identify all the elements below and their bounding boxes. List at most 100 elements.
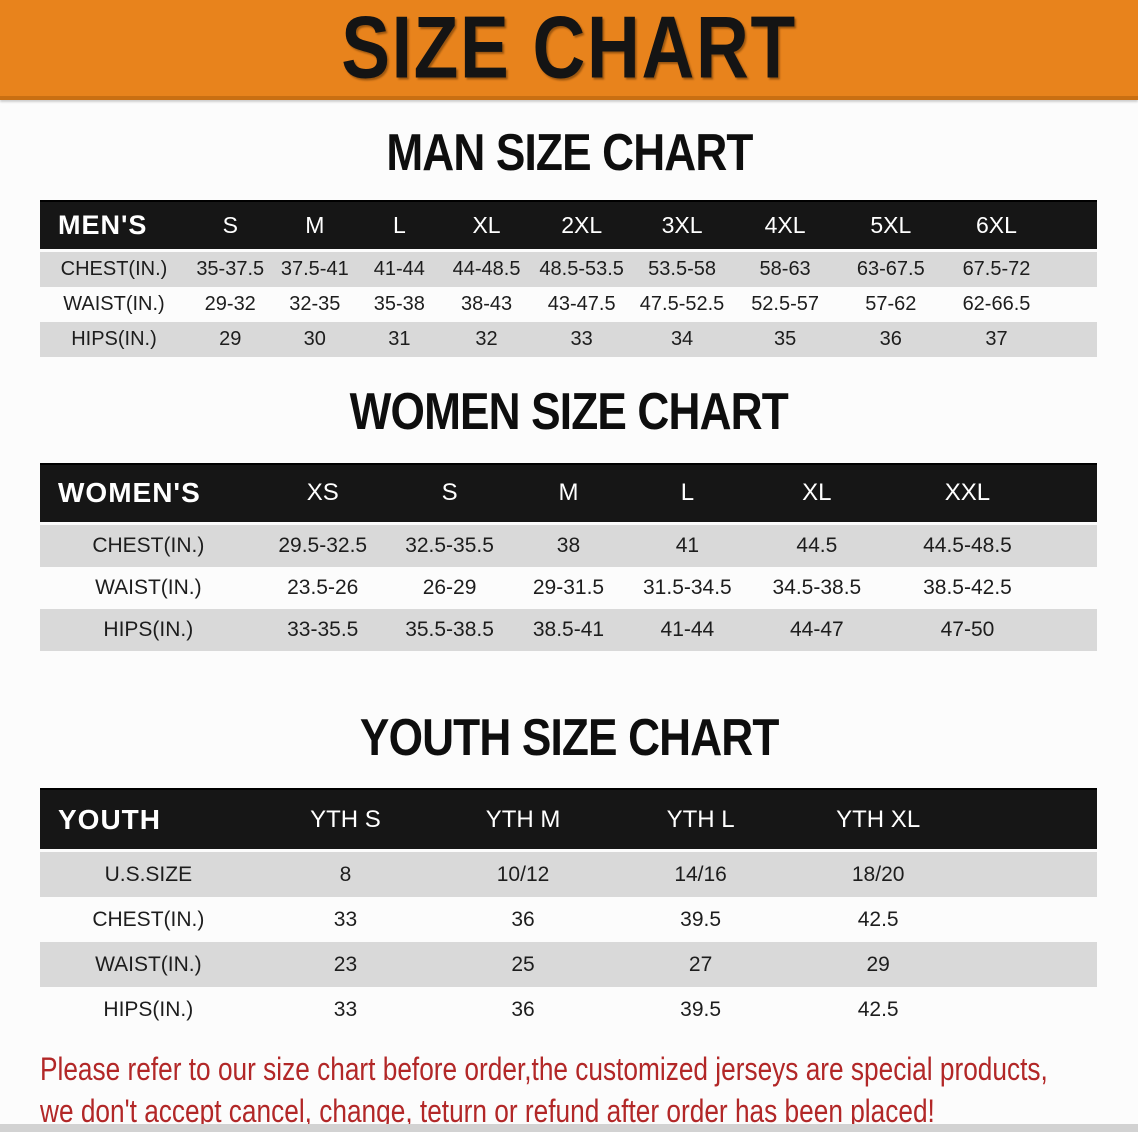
men-size-header: 6XL: [943, 199, 1050, 252]
women-size-header: XL: [748, 462, 886, 525]
youth-row-label: U.S.SIZE: [40, 852, 257, 898]
youth-value-cell: 23: [256, 942, 435, 988]
youth-value-cell: 39.5: [611, 987, 790, 1033]
youth-value-cell: 8: [256, 852, 435, 898]
men-value-cell: 31: [357, 321, 442, 357]
men-size-header: 2XL: [531, 199, 632, 252]
men-section-heading: MAN SIZE CHART: [0, 124, 1138, 184]
women-row-label: HIPS(IN.): [40, 608, 257, 651]
youth-row-label: WAIST(IN.): [40, 942, 257, 988]
men-value-cell: 29-32: [187, 286, 273, 322]
filler-cell: [966, 852, 1097, 898]
youth-value-cell: 33: [256, 897, 435, 943]
men-table-row: WAIST(IN.) 29-32 32-35 35-38 38-43 43-47.5 47.…: [40, 286, 1097, 322]
men-value-cell: 67.5-72: [943, 251, 1050, 287]
youth-table-row: HIPS(IN.) 33 36 39.5 42.5: [40, 987, 1097, 1033]
women-value-cell: 32.5-35.5: [388, 524, 511, 567]
disclaimer-line-2: we don't accept cancel, change, teturn o…: [40, 1093, 935, 1130]
youth-size-header: YTH S: [256, 788, 435, 853]
women-value-cell: 31.5-34.5: [626, 566, 749, 609]
disclaimer-line-1: Please refer to our size chart before or…: [40, 1051, 1048, 1088]
men-size-header: S: [187, 199, 273, 252]
youth-value-cell: 25: [434, 942, 612, 988]
filler-cell: [1049, 321, 1097, 357]
disclaimer: Please refer to our size chart before or…: [40, 1048, 1138, 1132]
women-table-row: HIPS(IN.) 33-35.5 35.5-38.5 38.5-41 41-44 44-…: [40, 608, 1097, 651]
filler-cell: [1049, 199, 1097, 252]
youth-section-heading: YOUTH SIZE CHART: [0, 709, 1138, 769]
men-value-cell: 30: [272, 321, 358, 357]
bottom-strip: [0, 1124, 1138, 1132]
filler-cell: [1049, 608, 1097, 651]
men-value-cell: 38-43: [441, 286, 532, 322]
youth-value-cell: 42.5: [789, 987, 967, 1033]
women-value-cell: 44.5-48.5: [885, 524, 1050, 567]
filler-cell: [1049, 566, 1097, 609]
women-value-cell: 38.5-42.5: [885, 566, 1050, 609]
women-size-header: L: [626, 462, 749, 525]
filler-cell: [1049, 462, 1097, 525]
men-row-label: CHEST(IN.): [40, 251, 188, 287]
women-row-label: WAIST(IN.): [40, 566, 257, 609]
men-value-cell: 41-44: [357, 251, 442, 287]
men-size-header: XL: [441, 199, 532, 252]
youth-value-cell: 36: [434, 897, 612, 943]
filler-cell: [966, 788, 1097, 853]
men-value-cell: 35-37.5: [187, 251, 273, 287]
women-heading-text: WOMEN SIZE CHART: [349, 382, 789, 441]
filler-cell: [1049, 524, 1097, 567]
youth-value-cell: 36: [434, 987, 612, 1033]
men-value-cell: 58-63: [732, 251, 838, 287]
men-value-cell: 57-62: [837, 286, 944, 322]
women-section-heading: WOMEN SIZE CHART: [0, 383, 1138, 443]
men-value-cell: 62-66.5: [943, 286, 1050, 322]
youth-size-header: YTH M: [434, 788, 612, 853]
youth-value-cell: 10/12: [434, 852, 612, 898]
men-value-cell: 48.5-53.5: [531, 251, 632, 287]
men-row-label: HIPS(IN.): [40, 321, 188, 357]
women-value-cell: 26-29: [388, 566, 511, 609]
women-value-cell: 34.5-38.5: [748, 566, 886, 609]
men-value-cell: 29: [187, 321, 273, 357]
women-size-header: XXL: [885, 462, 1050, 525]
women-value-cell: 47-50: [885, 608, 1050, 651]
filler-cell: [966, 897, 1097, 943]
women-value-cell: 29.5-32.5: [256, 524, 389, 567]
men-heading-text: MAN SIZE CHART: [385, 124, 753, 182]
banner-title: SIZE CHART: [341, 0, 797, 97]
youth-value-cell: 27: [611, 942, 790, 988]
men-value-cell: 35: [732, 321, 838, 357]
women-value-cell: 41-44: [626, 608, 749, 651]
youth-value-cell: 14/16: [611, 852, 790, 898]
men-size-header: 5XL: [837, 199, 944, 252]
women-value-cell: 29-31.5: [510, 566, 627, 609]
men-value-cell: 33: [531, 321, 632, 357]
men-value-cell: 53.5-58: [631, 251, 733, 287]
women-size-header: XS: [256, 462, 389, 525]
women-value-cell: 38.5-41: [510, 608, 627, 651]
men-value-cell: 52.5-57: [732, 286, 838, 322]
youth-table-row: U.S.SIZE 8 10/12 14/16 18/20: [40, 852, 1097, 898]
men-value-cell: 44-48.5: [441, 251, 532, 287]
women-header-row: WOMEN'S XS S M L XL XXL: [40, 462, 1097, 525]
women-table-row: WAIST(IN.) 23.5-26 26-29 29-31.5 31.5-34.5 34…: [40, 566, 1097, 609]
men-value-cell: 63-67.5: [837, 251, 944, 287]
youth-row-label: CHEST(IN.): [40, 897, 257, 943]
men-size-header: M: [272, 199, 358, 252]
men-value-cell: 36: [837, 321, 944, 357]
men-row-label: WAIST(IN.): [40, 286, 188, 322]
men-value-cell: 35-38: [357, 286, 442, 322]
men-size-header: 3XL: [631, 199, 733, 252]
men-size-table: MEN'S S M L XL 2XL 3XL 4XL 5XL 6XL CHEST(IN.) 35-37…: [40, 199, 1097, 357]
women-value-cell: 23.5-26: [256, 566, 389, 609]
women-value-cell: 35.5-38.5: [388, 608, 511, 651]
youth-size-table: YOUTH YTH S YTH M YTH L YTH XL U.S.SIZE 8 10/12…: [40, 788, 1097, 1033]
banner: SIZE CHART: [0, 0, 1138, 100]
men-table-row: CHEST(IN.) 35-37.5 37.5-41 41-44 44-48.5 48.5…: [40, 251, 1097, 287]
youth-size-header: YTH XL: [789, 788, 967, 853]
filler-cell: [966, 987, 1097, 1033]
women-table-row: CHEST(IN.) 29.5-32.5 32.5-35.5 38 41 44.5 44.5…: [40, 524, 1097, 567]
youth-value-cell: 33: [256, 987, 435, 1033]
women-size-header: S: [388, 462, 511, 525]
